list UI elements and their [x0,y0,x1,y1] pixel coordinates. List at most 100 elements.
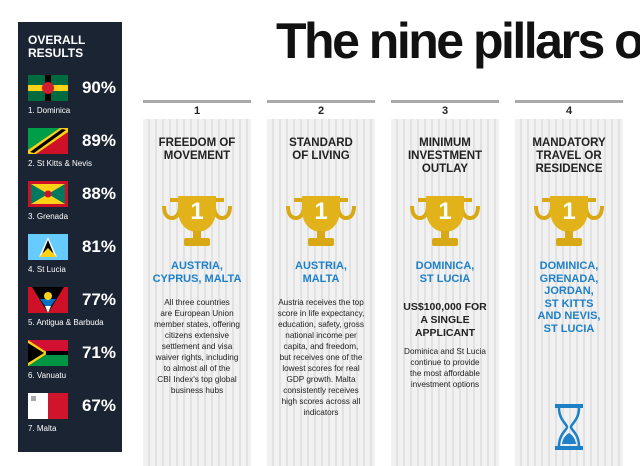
trophy [534,194,604,248]
winners: ST LUCIA [419,272,471,285]
score: 67% [81,396,116,415]
description: All three countries [164,298,230,307]
flag [28,393,68,419]
trophy-icon [286,196,356,246]
score: 71% [81,343,116,362]
country-label: 1. Dominica [28,106,71,115]
winners: AND NEVIS, [537,310,601,322]
column-number: 3 [391,103,499,119]
description: continue to provide [410,358,480,367]
description: to almost all of the [163,364,231,373]
description: national income per [285,331,357,340]
column-heading: MOVEMENT [163,150,231,162]
flag [28,128,68,154]
description: but receives one of the [279,353,363,362]
flag [28,340,68,366]
column-heading: MANDATORY [532,137,606,149]
sidebar-heading: RESULTS [28,46,84,60]
column-heading: MINIMUM [419,137,471,149]
country-label: 5. Antigua & Barbuda [28,318,104,327]
winners: CYPRUS, MALTA [152,272,242,285]
description: Dominica and St Lucia [404,347,486,356]
flag-image [28,128,68,154]
trophy-rank: 1 [314,198,328,225]
flag [28,234,68,260]
winners: DOMINICA, [539,260,599,272]
sidebar-heading: OVERALL [28,33,86,47]
trophy-icon [162,196,232,246]
title: The nine pillars of [276,13,640,69]
description: CBI Index's top global [157,375,237,384]
description: citizens extensive [164,331,230,340]
description: member states, offering [154,320,240,329]
score: 89% [81,131,116,150]
pillar-column: 4 MANDATORY TRAVEL OR RESIDENCE 1 DOMINICA, GR… [515,100,623,466]
flag-image [28,75,68,101]
pillar-column: 3 MINIMUM INVESTMENT OUTLAY 1 DOMINICA, ST LUC… [391,100,499,466]
column-number: 2 [267,103,375,119]
column-rule [515,100,623,103]
sidebar: OVERALL RESULTS 90% 1. Dominica 89% 2. St Kit… [18,22,122,452]
description: high scores across all [281,397,361,406]
winners: GRENADA, [539,272,599,285]
hourglass [553,404,585,450]
description: capita, and freedom, [283,342,359,351]
trophy-rank: 1 [562,198,576,225]
column-heading: FREEDOM OF [158,137,236,149]
column-heading: INVESTMENT [407,150,483,162]
flag-image [28,340,68,366]
column-rule [267,100,375,103]
description: score in life expectancy, [277,309,365,318]
description: investment options [410,380,480,389]
winners: AUSTRIA, [295,260,347,272]
description: are European Union [160,309,234,318]
pillar-column: 1 FREEDOM OF MOVEMENT 1 AUSTRIA, CYPRUS, MALT… [143,100,251,466]
subheading: US$100,000 FOR [403,301,487,313]
score: 90% [81,78,116,97]
country-label: 6. Vanuatu [28,371,67,380]
trophy-rank: 1 [190,198,204,225]
description: waiver rights, including [155,353,239,362]
description: Austria receives the top [278,298,364,307]
trophy-rank: 1 [438,198,452,225]
winners: MALTA [302,272,340,285]
pillar-column: 2 STANDARD OF LIVING 1 AUSTRIA, MALTA Austria … [267,100,375,466]
trophy [286,194,356,248]
trophy-icon [410,196,480,246]
column-heading: STANDARD [289,137,353,149]
column-heading: OUTLAY [421,163,469,175]
winners: ST LUCIA [543,322,595,335]
score: 88% [81,184,116,203]
trophy [162,194,232,248]
winners: AUSTRIA, [171,260,223,272]
column-rule [391,100,499,103]
country-label: 4. St Lucia [28,265,66,274]
trophy [410,194,480,248]
description: GDP growth. Malta [286,375,356,384]
hourglass-icon [555,404,583,450]
flag [28,181,68,207]
subheading: APPLICANT [414,327,476,339]
description: consistently receives [283,386,359,395]
column-heading: OF LIVING [292,150,350,162]
column-rule [143,100,251,103]
winners: ST KITTS [544,297,594,310]
description: education, safety, gross [278,320,364,329]
flag-image [28,393,68,419]
flag [28,287,68,313]
column-number: 4 [515,103,623,119]
winners: DOMINICA, [415,260,475,272]
column-heading: TRAVEL OR [536,150,602,162]
country-label: 2. St Kitts & Nevis [28,159,93,168]
description: the most affordable [410,369,480,378]
description: business hubs [170,386,224,395]
country-label: 7. Malta [28,424,57,433]
trophy-icon [534,196,604,246]
flag-image [28,234,68,260]
winners: JORDAN, [544,285,594,297]
description: lowest scores for real [282,364,360,373]
subheading: A SINGLE [420,314,470,326]
score: 81% [81,237,116,256]
column-heading: RESIDENCE [535,163,603,175]
